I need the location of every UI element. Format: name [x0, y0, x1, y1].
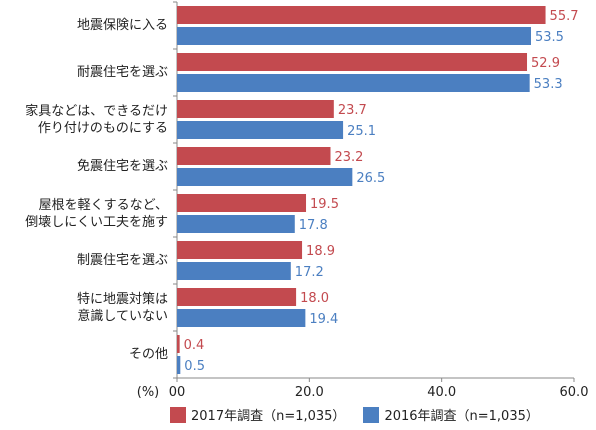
legend-label-2017: 2017年調査（n=1,035）	[191, 409, 346, 424]
legend: 2017年調査（n=1,035） 2016年調査（n=1,035）	[170, 405, 557, 424]
value-label: 23.7	[338, 103, 367, 118]
bar-2017	[177, 6, 546, 24]
bar-2016	[177, 356, 181, 374]
category-label: 耐震住宅を選ぶ	[76, 65, 168, 80]
category-label: 免震住宅を選ぶ	[76, 159, 168, 174]
legend-item-2016: 2016年調査（n=1,035）	[363, 405, 539, 424]
bar-2016	[177, 215, 295, 233]
bar-2016	[177, 27, 531, 45]
value-label: 18.9	[306, 244, 335, 259]
category-label: 地震保険に入る	[76, 18, 168, 33]
bar-2017	[177, 53, 528, 71]
bar-2017	[177, 194, 307, 212]
value-label: 55.7	[550, 9, 579, 24]
bar-2016	[177, 309, 306, 327]
value-label: 19.5	[310, 197, 339, 212]
bar-2017	[177, 288, 297, 306]
value-label: 53.5	[535, 30, 564, 45]
legend-swatch-2016	[363, 406, 380, 423]
value-label: 17.8	[299, 218, 328, 233]
bar-2017	[177, 147, 331, 165]
value-label: 19.4	[309, 312, 338, 327]
bar-2016	[177, 168, 353, 186]
legend-swatch-2017	[170, 406, 186, 423]
x-tick-label: 40.0	[427, 385, 456, 400]
value-label: 17.2	[295, 265, 324, 280]
bar-2016	[177, 74, 530, 92]
x-tick-label: 60.0	[560, 385, 589, 400]
value-label: 52.9	[531, 56, 560, 71]
value-label: 0.4	[184, 338, 205, 353]
value-label: 23.2	[335, 150, 364, 165]
legend-label-2016: 2016年調査（n=1,035）	[384, 409, 539, 424]
category-label: 家具などは、できるだけ 作り付けのものにする	[25, 103, 168, 136]
value-label: 53.3	[534, 77, 563, 92]
category-label: その他	[128, 347, 168, 362]
bar-2016	[177, 262, 291, 280]
x-tick-label: 20.0	[295, 385, 324, 400]
bar-2017	[177, 335, 180, 353]
bar-2017	[177, 100, 334, 118]
legend-item-2017: 2017年調査（n=1,035）	[170, 405, 345, 424]
category-label: 屋根を軽くするなど、 倒壊しにくい工夫を施す	[25, 197, 168, 230]
category-label: 特に地震対策は 意識していない	[76, 291, 168, 324]
value-label: 25.1	[347, 124, 376, 139]
value-label: 0.5	[184, 359, 205, 374]
value-label: 18.0	[300, 291, 329, 306]
bar-2016	[177, 121, 344, 139]
value-label: 26.5	[356, 171, 385, 186]
bar-2017	[177, 241, 303, 259]
category-label: 制震住宅を選ぶ	[76, 253, 168, 268]
x-unit-label: (%)	[137, 385, 160, 400]
x-tick-label: 00	[169, 385, 186, 400]
